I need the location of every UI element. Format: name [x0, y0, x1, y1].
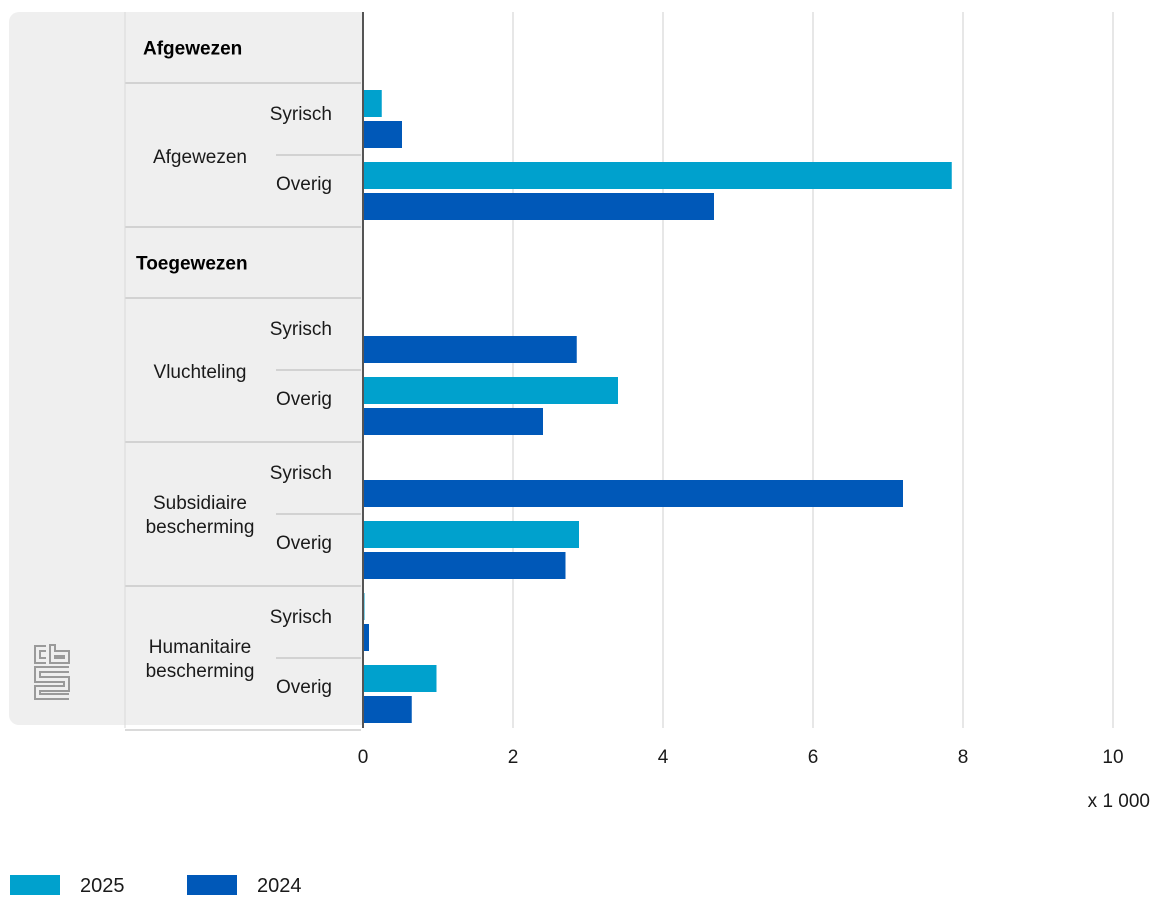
- section-title: Afgewezen: [143, 39, 242, 60]
- group-label-line: bescherming: [146, 517, 255, 538]
- x-tick-label: 2: [508, 747, 519, 768]
- row-label: Syrisch: [270, 319, 332, 340]
- row-label: Overig: [276, 677, 332, 698]
- group-label-line: Humanitaire: [149, 637, 251, 658]
- cbs-logo-icon: [34, 644, 70, 700]
- x-tick-label: 0: [358, 747, 369, 768]
- group-label: Vluchteling: [154, 362, 247, 383]
- bar-2024: [363, 552, 566, 579]
- legend-label-2025: 2025: [80, 875, 125, 897]
- x-unit-label: x 1 000: [1088, 791, 1150, 812]
- logo-b: [49, 644, 70, 664]
- logo-s: [34, 666, 70, 700]
- bar-2025: [363, 377, 618, 404]
- row-label: Syrisch: [270, 104, 332, 125]
- x-tick-label: 6: [808, 747, 819, 768]
- group-label-line: bescherming: [146, 661, 255, 682]
- legend: 2025 2024: [10, 875, 302, 897]
- label-panel-edge: [343, 12, 363, 725]
- row-label: Syrisch: [270, 607, 332, 628]
- group-label: Humanitaire bescherming: [146, 637, 255, 682]
- group-label: Subsidiaire bescherming: [146, 493, 255, 538]
- bar-2024: [363, 336, 577, 363]
- bar-2024: [363, 696, 412, 723]
- bar-2024: [363, 121, 402, 148]
- legend-label-2024: 2024: [257, 875, 302, 897]
- group-label-line: Subsidiaire: [153, 493, 247, 514]
- bar-2024: [363, 193, 714, 220]
- row-label: Overig: [276, 174, 332, 195]
- bar-2024: [363, 624, 369, 651]
- x-tick-label: 8: [958, 747, 969, 768]
- x-tick-label: 4: [658, 747, 669, 768]
- section-title: Toegewezen: [136, 254, 248, 275]
- bar-2024: [363, 480, 903, 507]
- x-tick-label: 10: [1102, 747, 1123, 768]
- bar-2024: [363, 408, 543, 435]
- label-panel: [9, 12, 363, 725]
- group-label: Afgewezen: [153, 147, 247, 168]
- logo-c: [34, 645, 46, 664]
- bar-2025: [363, 90, 382, 117]
- bar-2025: [363, 521, 579, 548]
- legend-swatch-2025: [10, 875, 60, 895]
- row-label: Syrisch: [270, 463, 332, 484]
- row-label: Overig: [276, 533, 332, 554]
- legend-swatch-2024: [187, 875, 237, 895]
- row-label: Overig: [276, 389, 332, 410]
- bar-2025: [363, 162, 952, 189]
- bar-2025: [363, 665, 437, 692]
